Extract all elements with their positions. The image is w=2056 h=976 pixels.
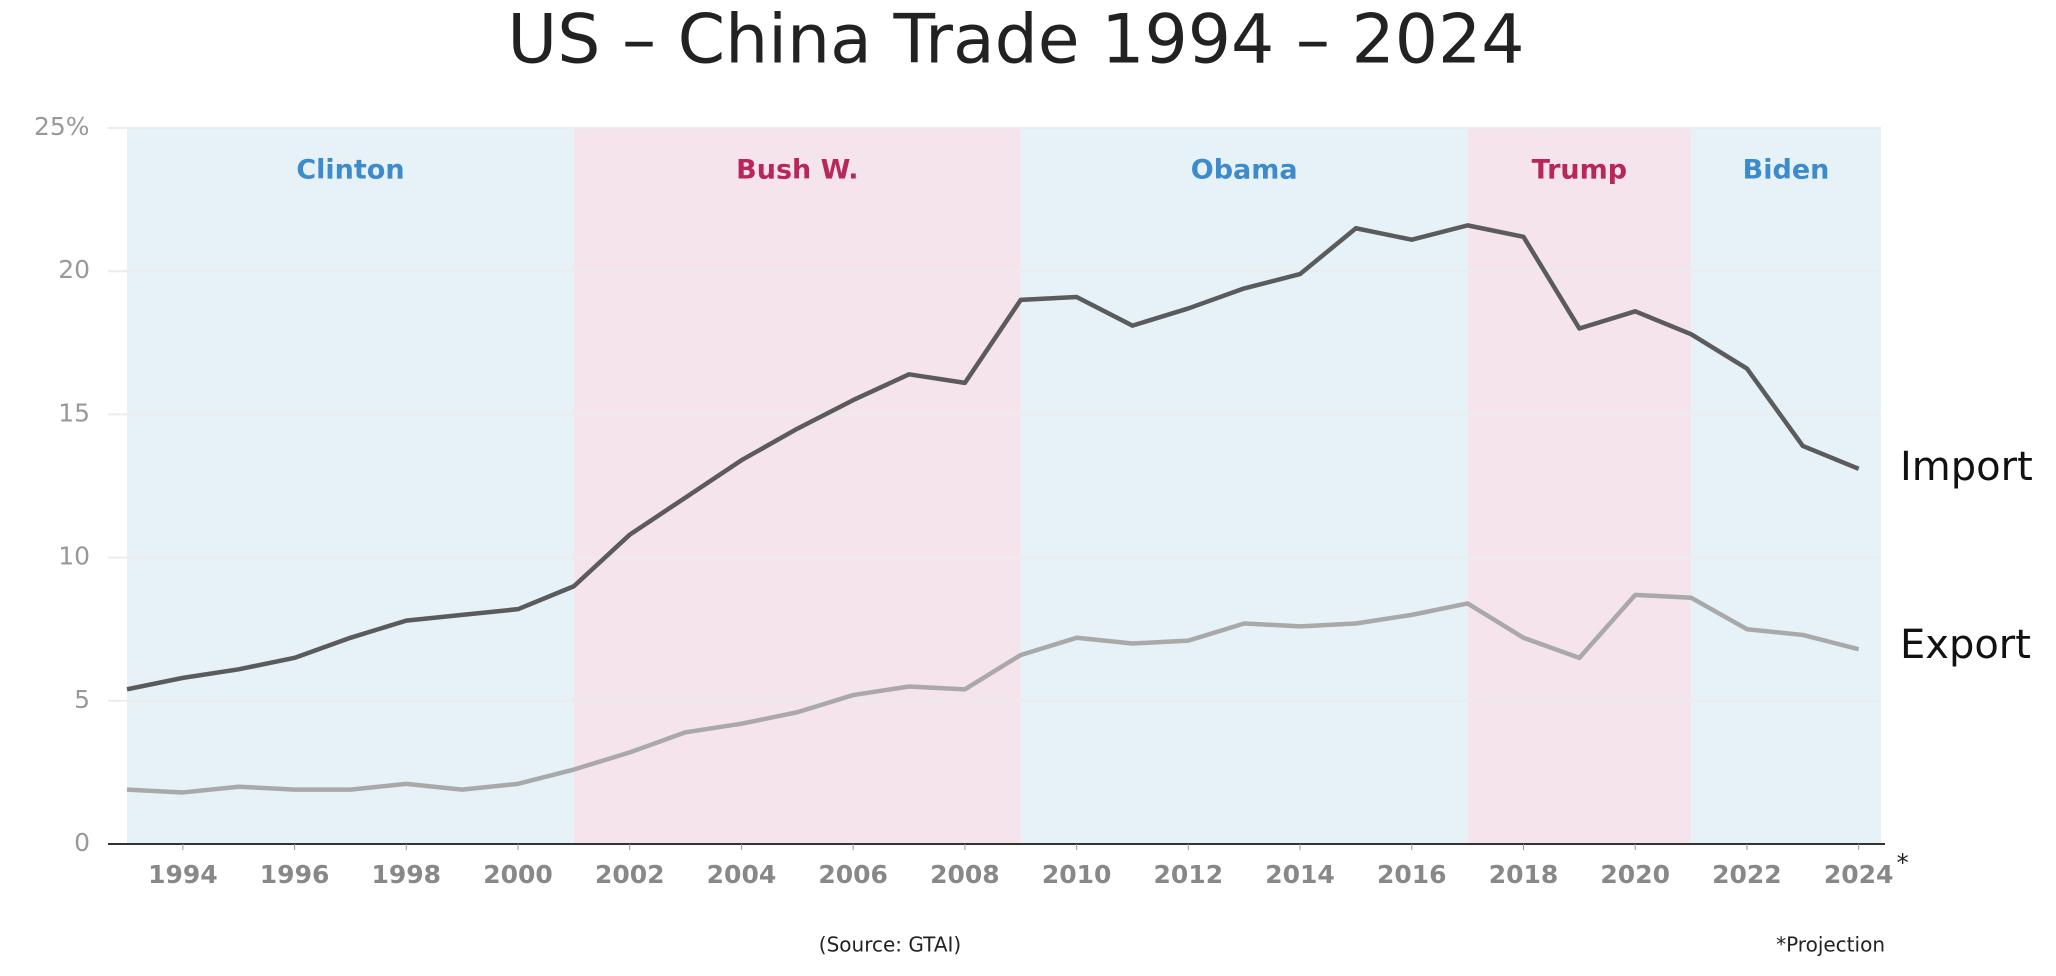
y-tick-label: 15	[58, 398, 90, 427]
period-label: Bush W.	[736, 155, 858, 186]
period-band	[573, 128, 1021, 844]
x-tick-label: 2004	[707, 860, 777, 889]
y-tick-label: 0	[74, 828, 90, 857]
period-label: Obama	[1191, 155, 1298, 186]
x-tick-label: 2022	[1712, 860, 1782, 889]
x-tick-label: 2020	[1600, 860, 1670, 889]
y-tick-label: 5	[74, 685, 90, 714]
tick-note: *	[1897, 849, 1909, 877]
chart-title: US – China Trade 1994 – 2024	[507, 1, 1524, 80]
source: (Source: GTAI)	[819, 933, 961, 957]
footnote: *Projection	[1776, 933, 1885, 957]
x-tick-label: 2024	[1824, 860, 1894, 889]
x-tick-label: 1996	[260, 860, 330, 889]
y-tick-label: 20	[58, 255, 90, 284]
x-tick-label: 2016	[1377, 860, 1447, 889]
period-label: Clinton	[296, 155, 404, 186]
x-tick-label: 1994	[148, 860, 218, 889]
y-tick-label: 25%	[34, 112, 90, 141]
period-band	[1691, 128, 1881, 844]
x-tick-label: 1998	[372, 860, 442, 889]
period-band	[1020, 128, 1468, 844]
period-band	[1467, 128, 1692, 844]
series-line	[126, 223, 1860, 692]
period-label: Biden	[1743, 155, 1830, 186]
x-tick-label: 2018	[1489, 860, 1559, 889]
x-tick-label: 2012	[1154, 860, 1224, 889]
x-tick-label: 2014	[1265, 860, 1335, 889]
series-line	[126, 592, 1860, 795]
x-tick-label: 2006	[818, 860, 888, 889]
series-label: Import	[1900, 444, 2033, 490]
x-tick-label: 2010	[1042, 860, 1112, 889]
y-tick-label: 10	[58, 542, 90, 571]
period-band	[127, 128, 574, 844]
x-tick-label: 2008	[930, 860, 1000, 889]
period-label: Trump	[1532, 155, 1627, 186]
series-label: Export	[1900, 622, 2031, 668]
x-tick-label: 2002	[595, 860, 665, 889]
x-tick-label: 2000	[483, 860, 553, 889]
